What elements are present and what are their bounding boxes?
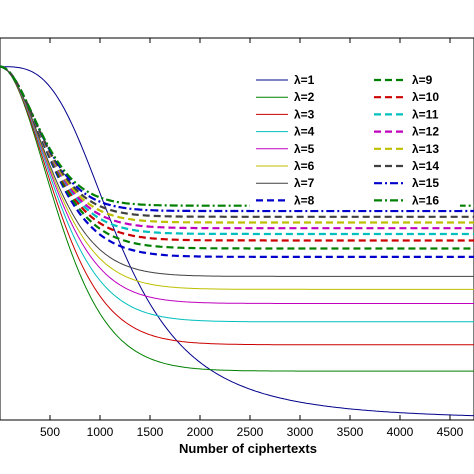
- legend-label: λ=7: [294, 176, 315, 190]
- series-line: [0, 66, 474, 346]
- series-group: [0, 65, 474, 417]
- series-line: [0, 66, 474, 417]
- series-line: [0, 65, 474, 250]
- legend-label: λ=6: [294, 159, 315, 173]
- legend-box: [250, 68, 460, 210]
- x-tick-label: 1000: [87, 425, 114, 439]
- series-line: [0, 66, 474, 323]
- legend-label: λ=15: [412, 176, 439, 190]
- series-line: [0, 65, 474, 236]
- legend: λ=1 λ=2 λ=3 λ=4 λ=5 λ=6 λ=7 λ=8 λ=9 λ=10 λ=11 λ=12 λ…: [250, 68, 460, 210]
- x-tick-label: 3500: [337, 425, 364, 439]
- x-tick-label: 500: [40, 425, 60, 439]
- series-line: [0, 65, 474, 258]
- series-line: [0, 66, 474, 277]
- x-axis-label: Number of ciphertexts: [179, 441, 317, 456]
- series-line: [0, 66, 474, 290]
- legend-label: λ=13: [412, 142, 439, 156]
- legend-label: λ=11: [412, 107, 439, 121]
- x-axis: 500 1000 1500 2000 2500 3000 3500 4000 4500: [40, 38, 464, 439]
- x-tick-label: 2000: [187, 425, 214, 439]
- x-tick-label: 1500: [137, 425, 164, 439]
- series-line: [0, 65, 474, 242]
- series-line: [0, 65, 474, 218]
- legend-label: λ=2: [294, 90, 315, 104]
- legend-label: λ=14: [412, 159, 439, 173]
- series-line: [0, 66, 474, 372]
- x-tick-label: 2500: [237, 425, 264, 439]
- series-line: [0, 65, 474, 224]
- legend-label: λ=1: [294, 73, 315, 87]
- legend-label: λ=16: [412, 193, 439, 207]
- legend-label: λ=5: [294, 142, 315, 156]
- series-line: [0, 65, 474, 230]
- series-line: [0, 66, 474, 304]
- legend-label: λ=3: [294, 107, 315, 121]
- x-tick-label: 4500: [437, 425, 464, 439]
- x-tick-label: 3000: [287, 425, 314, 439]
- legend-label: λ=9: [412, 73, 433, 87]
- x-tick-label: 4000: [387, 425, 414, 439]
- legend-label: λ=8: [294, 193, 315, 207]
- legend-label: λ=10: [412, 90, 439, 104]
- series-line: [0, 65, 474, 213]
- legend-label: λ=4: [294, 125, 315, 139]
- legend-label: λ=12: [412, 125, 439, 139]
